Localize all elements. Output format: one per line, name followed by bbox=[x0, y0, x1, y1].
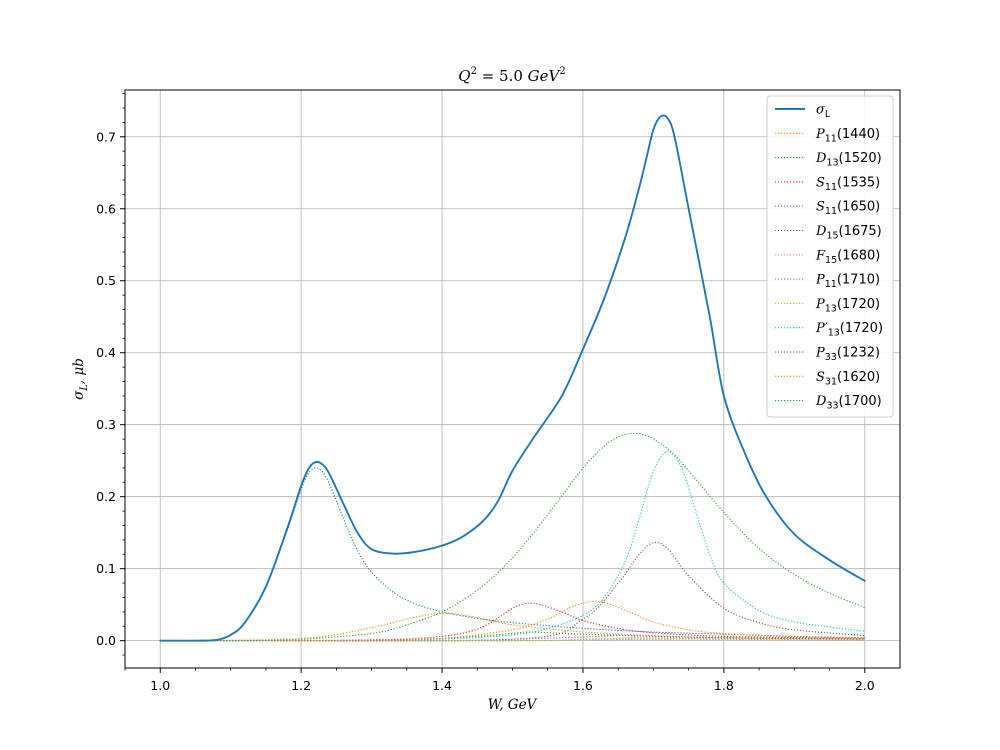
x-tick-label: 2.0 bbox=[855, 678, 875, 693]
series-line-d15-1675 bbox=[160, 541, 865, 642]
y-tick-label: 0.5 bbox=[96, 273, 116, 288]
legend-entry-label: D15(1675) bbox=[815, 224, 882, 242]
y-tick-label: 0.0 bbox=[96, 633, 116, 648]
x-tick-label: 1.4 bbox=[432, 678, 452, 693]
legend-entry-label: P11(1440) bbox=[815, 127, 880, 145]
plot-lines bbox=[159, 114, 866, 642]
axis-ticks: 1.0 1.2 1.4 1.6 1.8 2.0 0.0 0.1 0.2 0.3 0.4 0.5 0.6 0… bbox=[96, 93, 875, 693]
series-line-d13-1520 bbox=[160, 631, 865, 642]
y-axis-title: σL, μb bbox=[71, 358, 90, 400]
series-line-d33-1700 bbox=[160, 432, 865, 642]
x-axis-title: W, GeV bbox=[488, 697, 538, 713]
y-tick-label: 0.7 bbox=[96, 129, 116, 144]
legend-entry-label: D33(1700) bbox=[815, 394, 882, 412]
legend-entry-label: S31(1620) bbox=[816, 370, 880, 388]
chart-title: Q2 = 5.0 GeV2 bbox=[458, 66, 566, 85]
x-tick-label: 1.6 bbox=[573, 678, 593, 693]
series-line-s11-1535 bbox=[160, 602, 865, 642]
legend-entry-label: D13(1520) bbox=[815, 151, 882, 169]
y-tick-label: 0.3 bbox=[96, 417, 116, 432]
y-tick-label: 0.1 bbox=[96, 561, 116, 576]
x-tick-label: 1.2 bbox=[291, 678, 311, 693]
y-tick-label: 0.2 bbox=[96, 489, 116, 504]
legend-entry-label: P33(1232) bbox=[815, 346, 880, 364]
legend-entry-label: P′13(1720) bbox=[815, 321, 883, 339]
legend-entry-label: P11(1710) bbox=[815, 273, 880, 291]
legend-box bbox=[766, 95, 894, 418]
legend-entry-label: σL bbox=[816, 103, 831, 121]
x-tick-label: 1.8 bbox=[714, 678, 734, 693]
legend-entry-label: F15(1680) bbox=[815, 248, 880, 266]
legend: σL P11(1440) D13(1520) S11(1535) S11(1650) D1… bbox=[766, 95, 894, 418]
series-line-l bbox=[159, 114, 866, 642]
y-tick-label: 0.6 bbox=[96, 201, 116, 216]
x-tick-label: 1.0 bbox=[150, 678, 170, 693]
y-tick-label: 0.4 bbox=[96, 345, 116, 360]
legend-entry-label: P13(1720) bbox=[815, 297, 880, 315]
series-line-p-13-1720 bbox=[160, 450, 865, 642]
legend-entry-label: S11(1650) bbox=[816, 200, 880, 218]
series-line-s31-1620 bbox=[160, 600, 865, 642]
legend-entry-label: S11(1535) bbox=[816, 175, 880, 193]
